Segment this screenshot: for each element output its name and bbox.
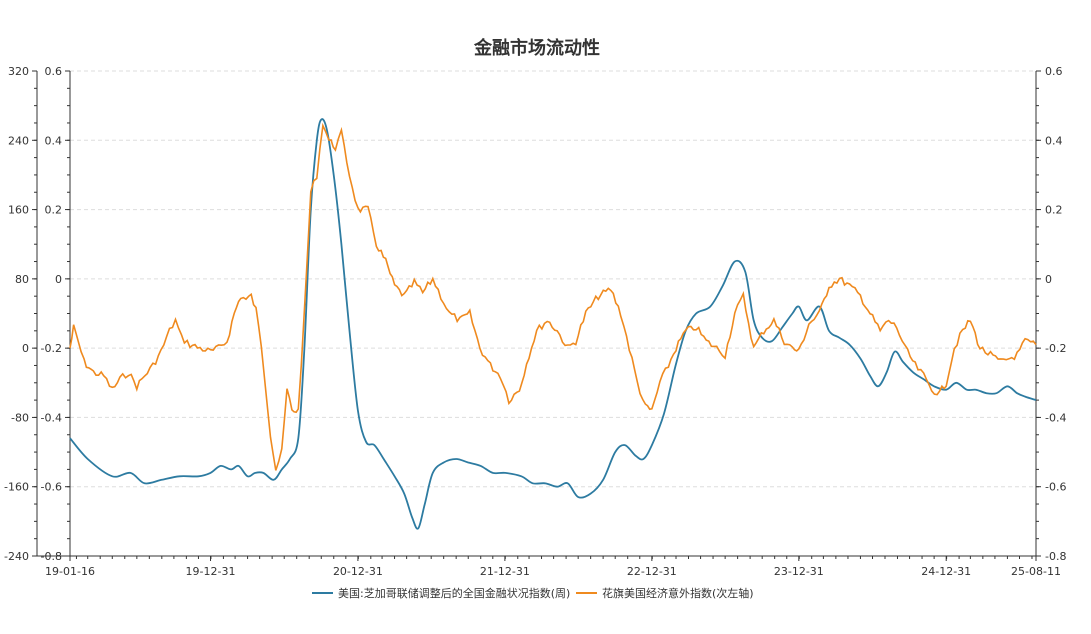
right-axis-ticks: 0.6 0.4 0.2 0 -0.2 -0.4 -0.6 -0.8 bbox=[1036, 65, 1066, 563]
left2-tick-label: 0 bbox=[55, 273, 62, 286]
series-line bbox=[69, 122, 1037, 471]
left-secondary-axis-ticks: 0.6 0.4 0.2 0 -0.2 -0.4 -0.6 -0.8 bbox=[41, 65, 70, 563]
left2-tick-label: -0.4 bbox=[41, 411, 62, 424]
left2-tick-label: -0.6 bbox=[41, 481, 62, 494]
legend-label-nfci[interactable]: 美国:芝加哥联储调整后的全国金融状况指数(周) bbox=[338, 586, 570, 600]
right-tick-label: 0.2 bbox=[1045, 204, 1063, 217]
x-tick-label: 22-12-31 bbox=[627, 565, 677, 578]
gridlines bbox=[70, 70, 1036, 488]
right-tick-label: -0.4 bbox=[1045, 411, 1066, 424]
right-tick-label: -0.8 bbox=[1045, 550, 1066, 563]
legend-label-citi-surprise[interactable]: 花旗美国经济意外指数(次左轴) bbox=[602, 586, 754, 600]
chart-title: 金融市场流动性 bbox=[473, 37, 600, 59]
right-tick-label: -0.6 bbox=[1045, 481, 1066, 494]
left-tick-label: -240 bbox=[4, 550, 29, 563]
left2-tick-label: 0.6 bbox=[45, 65, 63, 78]
left-tick-label: -80 bbox=[11, 411, 29, 424]
x-tick-label: 19-01-16 bbox=[45, 565, 95, 578]
series-line bbox=[69, 118, 1037, 530]
left-tick-label: 160 bbox=[8, 204, 29, 217]
x-tick-label: 19-12-31 bbox=[186, 565, 236, 578]
left2-tick-label: -0.8 bbox=[41, 550, 62, 563]
x-tick-label: 23-12-31 bbox=[774, 565, 824, 578]
x-tick-label: 21-12-31 bbox=[480, 565, 530, 578]
left-tick-label: 320 bbox=[8, 65, 29, 78]
left-axis-ticks: 320 240 160 80 0 -80 -160 -240 bbox=[4, 65, 37, 563]
right-tick-label: 0.6 bbox=[1045, 65, 1063, 78]
left2-tick-label: -0.2 bbox=[41, 342, 62, 355]
legend[interactable]: 美国:芝加哥联储调整后的全国金融状况指数(周) 花旗美国经济意外指数(次左轴) bbox=[312, 586, 754, 600]
left-tick-label: 240 bbox=[8, 134, 29, 147]
left-tick-label: -160 bbox=[4, 481, 29, 494]
x-tick-label: 25-08-11 bbox=[1011, 565, 1061, 578]
right-tick-label: -0.2 bbox=[1045, 342, 1066, 355]
series-lines bbox=[69, 118, 1037, 530]
x-tick-label: 24-12-31 bbox=[921, 565, 971, 578]
right-tick-label: 0.4 bbox=[1045, 134, 1063, 147]
left2-tick-label: 0.4 bbox=[45, 134, 63, 147]
left2-tick-label: 0.2 bbox=[45, 204, 63, 217]
left-tick-label: 0 bbox=[22, 342, 29, 355]
x-tick-label: 20-12-31 bbox=[333, 565, 383, 578]
left-tick-label: 80 bbox=[15, 273, 29, 286]
right-tick-label: 0 bbox=[1045, 273, 1052, 286]
x-axis-ticks: 19-01-16 19-12-31 20-12-31 21-12-31 22-12-31… bbox=[45, 556, 1061, 578]
